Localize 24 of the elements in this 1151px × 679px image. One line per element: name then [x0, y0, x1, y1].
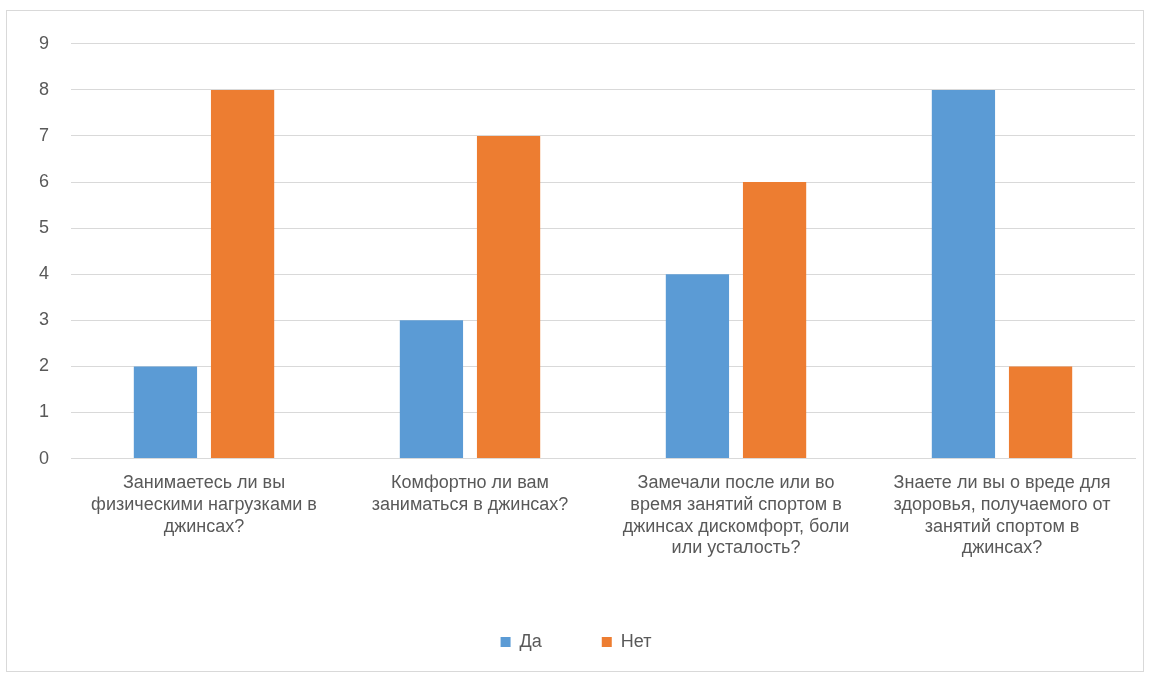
- x-tick-label: Комфортно ли вам заниматься в джинсах?: [371, 472, 569, 514]
- y-tick-label: 6: [39, 171, 50, 192]
- y-tick-label: 2: [39, 355, 50, 376]
- legend-label: Да: [519, 630, 543, 651]
- x-tick-label: Знаете ли вы о вреде для здоровья, получаемого от занятий спортом в джинсах?: [893, 472, 1111, 558]
- bar: [133, 366, 198, 459]
- bar: [476, 135, 541, 459]
- y-tick-label: 8: [39, 78, 50, 99]
- bar: [931, 89, 996, 459]
- y-tick-label: 4: [39, 263, 50, 284]
- x-tick-label: Занимаетесь ли вы физическими нагрузками в джинсах?: [91, 472, 317, 536]
- legend-label: Нет: [620, 630, 652, 651]
- x-tick-label: Замечали после или во время занятий спортом в джинсах дискомфорт, боли или усталость?: [622, 472, 850, 558]
- y-tick-label: 9: [39, 32, 50, 53]
- y-tick-label: 5: [39, 217, 50, 238]
- bar: [665, 274, 730, 459]
- bar: [742, 182, 807, 459]
- bar: [210, 89, 275, 459]
- y-tick-label: 0: [39, 447, 50, 468]
- bar: [1008, 366, 1073, 459]
- y-tick-label: 7: [39, 124, 50, 145]
- y-tick-label: 3: [39, 309, 50, 330]
- y-tick-label: 1: [39, 401, 50, 422]
- bar: [399, 320, 464, 459]
